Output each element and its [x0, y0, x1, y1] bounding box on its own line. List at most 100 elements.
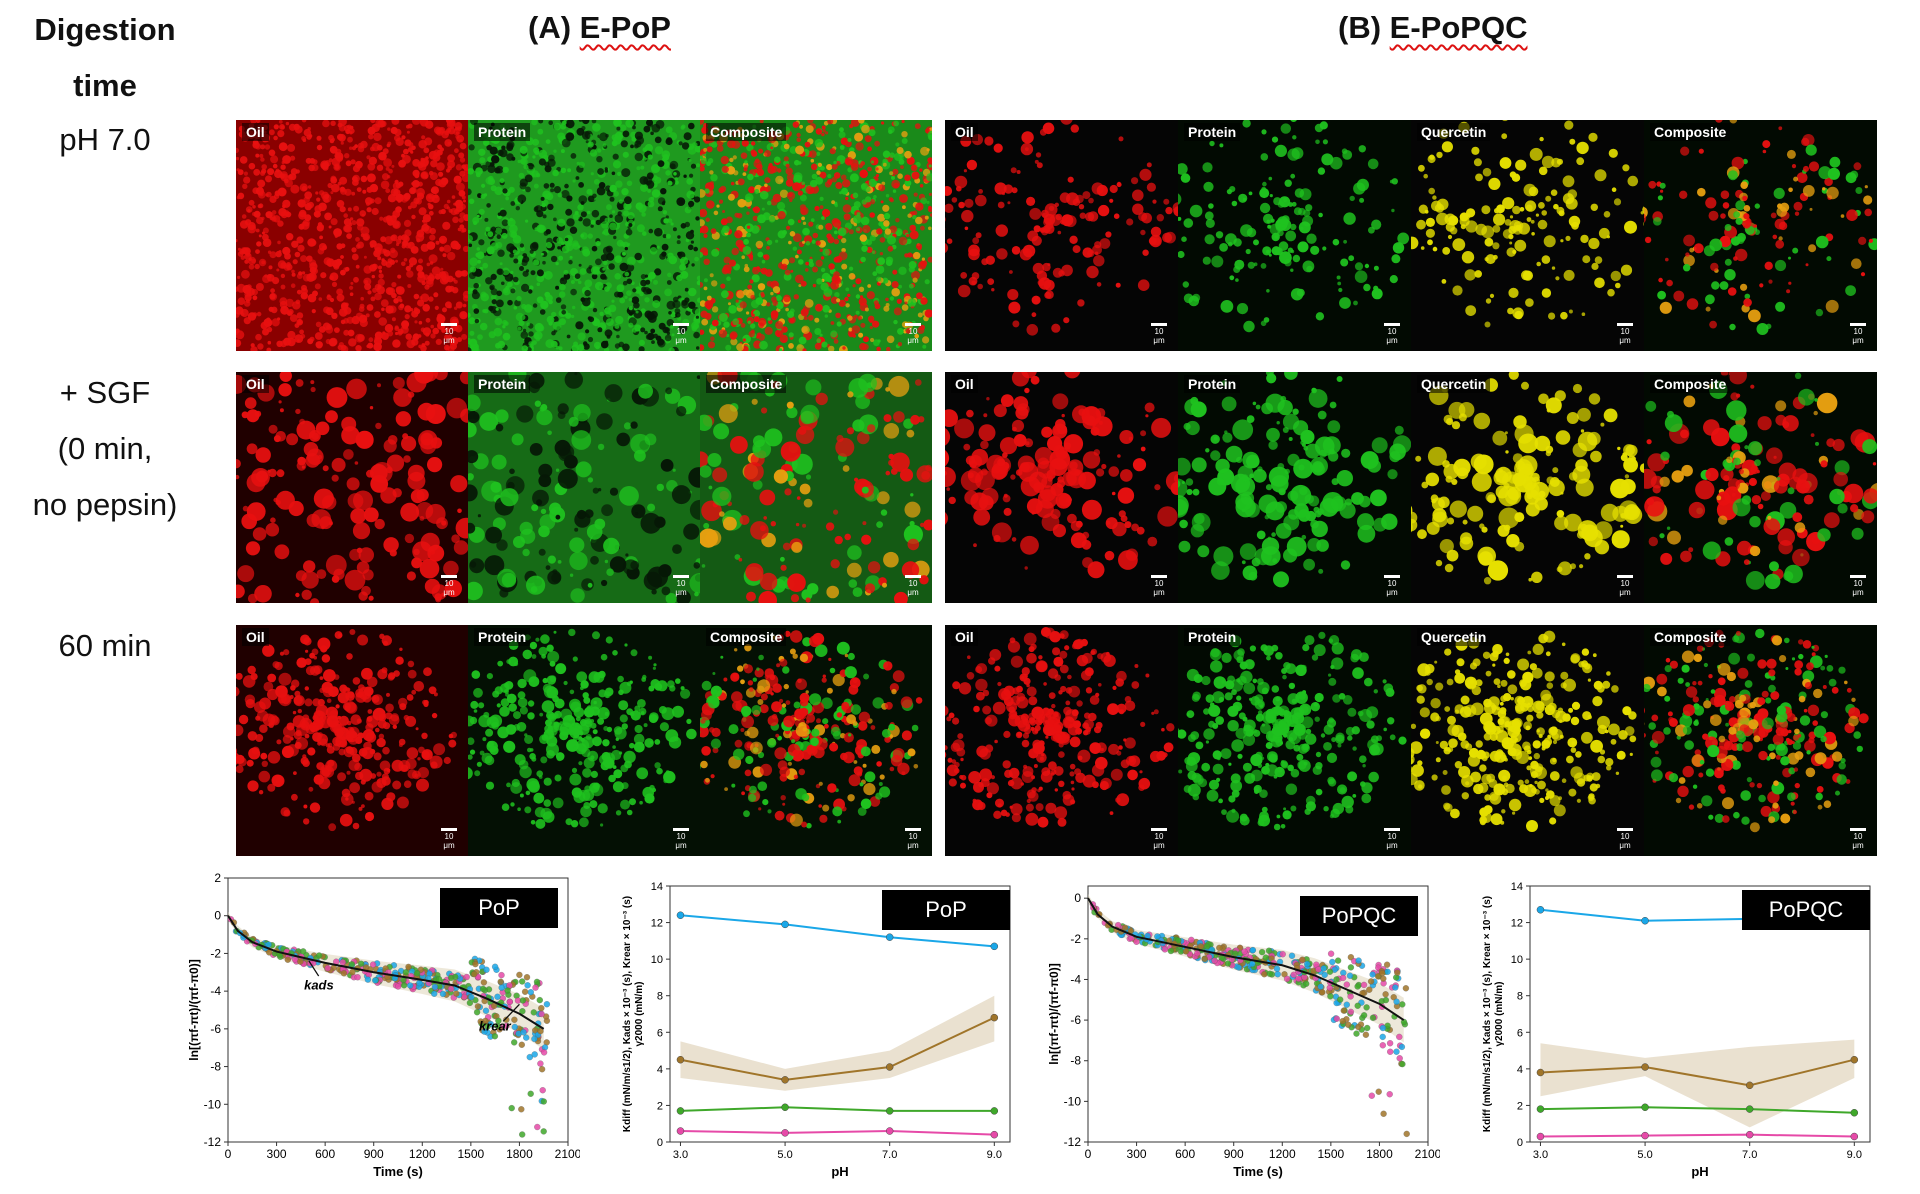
group-b-name: E-PoPQC [1389, 10, 1528, 45]
y-tick-label: 0 [1517, 1137, 1523, 1149]
x-tick-label: 3.0 [673, 1149, 688, 1161]
y-tick-label: 12 [651, 918, 663, 930]
series-point [885, 1107, 894, 1115]
data-point [358, 960, 365, 967]
y-tick-label: 12 [1511, 918, 1523, 930]
scale-bar: 10 μm [1148, 828, 1170, 850]
y-tick-label: 14 [651, 881, 663, 893]
data-point [477, 1018, 484, 1025]
data-point [431, 983, 439, 991]
y-tick-label: -8 [210, 1060, 221, 1074]
data-point [1333, 976, 1340, 983]
micrograph-A-oil: Oil 10 μm [236, 120, 468, 351]
row-label-line: pH 7.0 [59, 122, 151, 157]
series-point [1641, 1131, 1649, 1140]
scale-bar-label: 10 μm [1619, 579, 1631, 597]
x-tick-label: 900 [364, 1147, 384, 1161]
y-tick-label: 2 [1517, 1100, 1523, 1112]
y-tick-label: -12 [1064, 1135, 1082, 1149]
series-point [1536, 1068, 1545, 1077]
micrograph-B-composite: Composite 10 μm [1644, 625, 1877, 856]
data-point [1343, 981, 1350, 988]
data-point [481, 1028, 488, 1035]
data-point [1346, 972, 1354, 979]
data-point [1379, 969, 1386, 977]
data-point [480, 979, 488, 986]
y2-axis-label: γ2000 (mN/m) [634, 981, 645, 1046]
scale-bar: 10 μm [670, 323, 692, 345]
data-point [511, 1016, 518, 1023]
series-point [990, 1107, 999, 1115]
series-point [1536, 906, 1545, 914]
channel-label: Composite [706, 375, 787, 393]
scale-bar: 10 μm [438, 575, 460, 597]
data-point [447, 985, 455, 993]
data-point [413, 970, 421, 977]
data-point [1402, 985, 1410, 992]
data-point [407, 982, 414, 989]
chart-label-box [440, 888, 558, 928]
row-label-ph7: pH 7.0 [5, 112, 205, 168]
scale-bar: 10 μm [1847, 575, 1869, 597]
x-tick-label: 7.0 [882, 1149, 897, 1161]
x-tick-label: 300 [1127, 1147, 1147, 1161]
chart-label: PoP [925, 897, 967, 922]
scale-bar-label: 10 μm [443, 832, 455, 850]
data-point [521, 988, 529, 995]
data-point [364, 976, 372, 983]
y-tick-label: 0 [214, 909, 221, 923]
scale-bar-label: 10 μm [675, 579, 687, 597]
scale-bar: 10 μm [1847, 828, 1869, 850]
fit-line [1087, 897, 1405, 1021]
data-point [1384, 968, 1391, 975]
data-point [1379, 1033, 1386, 1041]
x-tick-label: 9.0 [987, 1149, 1002, 1161]
data-point [1380, 1110, 1387, 1117]
y-tick-label: -12 [204, 1135, 222, 1149]
data-point [324, 964, 331, 972]
series-point [676, 911, 685, 920]
data-point [1258, 948, 1266, 956]
data-point [530, 1009, 537, 1016]
data-point [340, 970, 348, 977]
data-point [1283, 975, 1291, 983]
scale-bar-label: 10 μm [907, 327, 919, 345]
y-tick-label: -2 [210, 946, 221, 960]
data-point [474, 1003, 482, 1010]
data-point [416, 979, 423, 987]
scale-bar-line [1617, 323, 1633, 326]
series-point [1745, 1130, 1754, 1139]
x-tick-label: 0 [225, 1147, 232, 1161]
x-tick-label: 9.0 [1847, 1149, 1862, 1161]
series-point [990, 1013, 999, 1022]
scale-bar-line [905, 575, 921, 578]
data-point [1315, 966, 1322, 973]
series-point [885, 933, 894, 941]
data-point [537, 1027, 544, 1035]
micrograph-B-oil: Oil 10 μm [945, 372, 1178, 603]
data-point [339, 959, 346, 966]
micrograph-B-quercetin: Quercetin 10 μm [1411, 625, 1644, 856]
data-point [1299, 956, 1306, 963]
data-point [538, 1010, 545, 1018]
series-point [1745, 1105, 1754, 1113]
data-point [1340, 1007, 1347, 1014]
data-point [520, 1029, 527, 1036]
data-point [405, 963, 412, 971]
data-point [1319, 989, 1326, 996]
channel-label: Protein [474, 375, 531, 393]
data-point [1393, 1048, 1400, 1055]
data-point [1133, 938, 1140, 945]
y-tick-label: 8 [1517, 991, 1523, 1003]
scale-bar-line [1850, 828, 1866, 831]
data-point [498, 984, 505, 991]
data-point [1369, 1014, 1377, 1021]
data-point [468, 993, 475, 1001]
data-point [471, 970, 478, 978]
data-point [1216, 944, 1223, 952]
data-point [1326, 968, 1334, 975]
x-tick-label: 2100 [555, 1147, 580, 1161]
x-tick-label: 1500 [1318, 1147, 1345, 1161]
row-label-60min: 60 min [5, 618, 205, 674]
data-point [1394, 969, 1401, 976]
